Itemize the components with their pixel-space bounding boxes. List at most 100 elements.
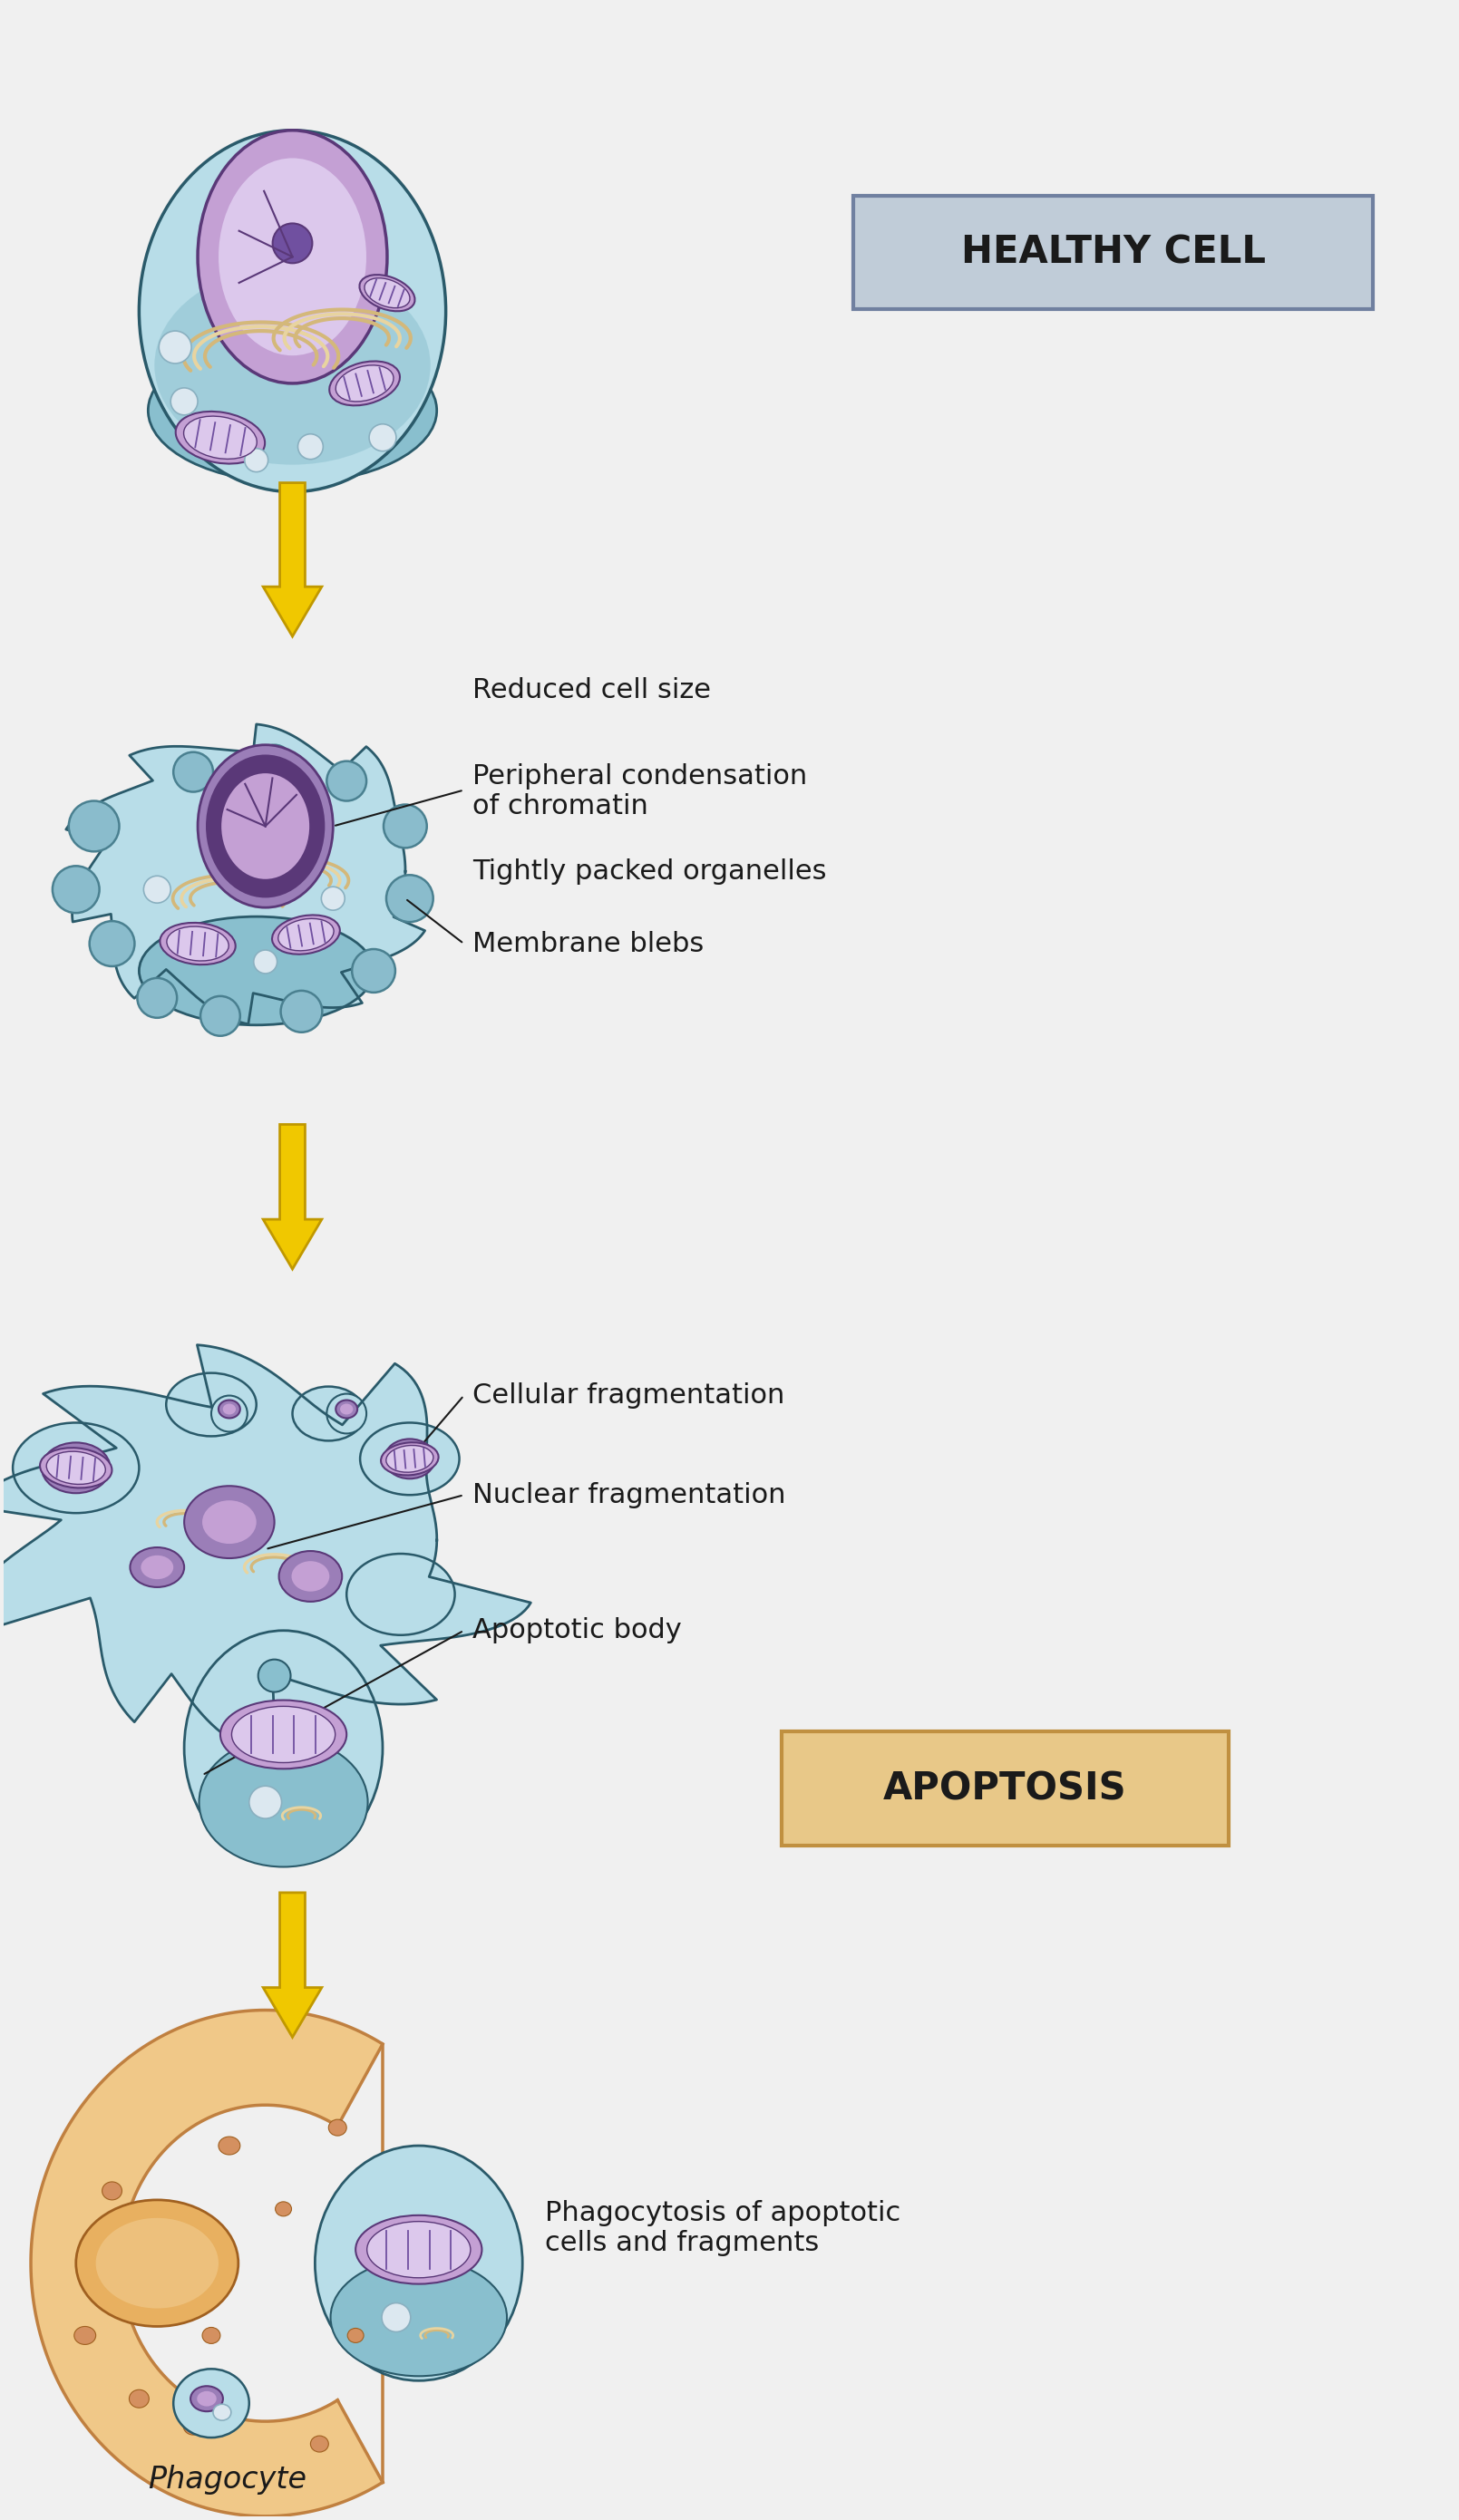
Ellipse shape xyxy=(231,2391,245,2407)
Ellipse shape xyxy=(222,774,309,879)
Text: Nuclear fragmentation: Nuclear fragmentation xyxy=(473,1482,786,1507)
Ellipse shape xyxy=(321,887,344,910)
Ellipse shape xyxy=(279,920,334,950)
Ellipse shape xyxy=(249,1787,282,1819)
Ellipse shape xyxy=(258,1661,290,1691)
Ellipse shape xyxy=(198,746,333,907)
Ellipse shape xyxy=(276,2202,292,2215)
Ellipse shape xyxy=(280,990,322,1033)
Ellipse shape xyxy=(203,2328,220,2344)
Polygon shape xyxy=(31,2011,382,2517)
Ellipse shape xyxy=(212,1396,248,1431)
Text: Apoptotic body: Apoptotic body xyxy=(473,1618,683,1643)
Ellipse shape xyxy=(352,950,395,993)
Ellipse shape xyxy=(298,433,322,459)
Ellipse shape xyxy=(137,978,177,1018)
Text: Reduced cell size: Reduced cell size xyxy=(473,678,712,703)
Ellipse shape xyxy=(330,360,400,406)
Ellipse shape xyxy=(197,2391,216,2407)
Ellipse shape xyxy=(39,1449,112,1487)
Text: Peripheral condensation
of chromatin: Peripheral condensation of chromatin xyxy=(473,764,808,819)
Ellipse shape xyxy=(376,2235,398,2253)
Ellipse shape xyxy=(382,2303,410,2331)
Ellipse shape xyxy=(245,449,268,471)
FancyBboxPatch shape xyxy=(782,1731,1228,1845)
Ellipse shape xyxy=(394,1446,425,1472)
Text: Phagocytosis of apoptotic
cells and fragments: Phagocytosis of apoptotic cells and frag… xyxy=(546,2200,900,2255)
Ellipse shape xyxy=(257,746,292,781)
Ellipse shape xyxy=(328,2119,347,2137)
Ellipse shape xyxy=(69,801,120,852)
Ellipse shape xyxy=(53,867,99,912)
Ellipse shape xyxy=(279,1550,341,1603)
Ellipse shape xyxy=(47,1452,105,1484)
FancyArrow shape xyxy=(263,1124,322,1270)
Ellipse shape xyxy=(347,1555,455,1635)
Ellipse shape xyxy=(139,131,446,491)
Text: Membrane blebs: Membrane blebs xyxy=(473,930,705,958)
Polygon shape xyxy=(66,723,425,1023)
Text: Cellular fragmentation: Cellular fragmentation xyxy=(473,1383,785,1409)
Ellipse shape xyxy=(311,2437,328,2452)
Ellipse shape xyxy=(198,131,387,383)
Ellipse shape xyxy=(336,1401,357,1419)
Ellipse shape xyxy=(292,1386,365,1441)
Ellipse shape xyxy=(384,804,427,847)
Ellipse shape xyxy=(273,224,312,262)
Ellipse shape xyxy=(223,1404,236,1414)
Ellipse shape xyxy=(74,2326,96,2344)
Ellipse shape xyxy=(13,1424,139,1512)
Ellipse shape xyxy=(219,1401,241,1419)
Ellipse shape xyxy=(292,1560,330,1593)
Ellipse shape xyxy=(359,275,414,310)
Text: Tightly packed organelles: Tightly packed organelles xyxy=(473,859,827,885)
Ellipse shape xyxy=(184,416,257,459)
Ellipse shape xyxy=(356,2215,481,2283)
Ellipse shape xyxy=(160,922,235,965)
Ellipse shape xyxy=(368,2223,470,2278)
Ellipse shape xyxy=(336,365,394,401)
Ellipse shape xyxy=(315,2145,522,2381)
Ellipse shape xyxy=(203,1499,257,1545)
Ellipse shape xyxy=(89,922,134,965)
Text: APOPTOSIS: APOPTOSIS xyxy=(883,1769,1126,1807)
Ellipse shape xyxy=(327,1394,366,1434)
Ellipse shape xyxy=(171,388,198,416)
Ellipse shape xyxy=(232,1706,336,1761)
Ellipse shape xyxy=(347,2328,363,2344)
Ellipse shape xyxy=(206,753,325,897)
Ellipse shape xyxy=(381,1441,439,1474)
Ellipse shape xyxy=(387,1446,433,1472)
Ellipse shape xyxy=(159,330,191,363)
Ellipse shape xyxy=(76,2200,238,2326)
Ellipse shape xyxy=(102,2182,123,2200)
FancyArrow shape xyxy=(263,1893,322,2036)
Ellipse shape xyxy=(184,1487,274,1557)
Ellipse shape xyxy=(142,1555,174,1580)
Ellipse shape xyxy=(166,927,229,960)
Ellipse shape xyxy=(200,995,241,1036)
Ellipse shape xyxy=(96,2218,219,2308)
Ellipse shape xyxy=(166,1373,257,1436)
Ellipse shape xyxy=(42,1441,111,1494)
Ellipse shape xyxy=(340,1404,353,1414)
Ellipse shape xyxy=(130,1547,184,1588)
Ellipse shape xyxy=(184,1630,382,1865)
Ellipse shape xyxy=(369,423,397,451)
Ellipse shape xyxy=(139,917,374,1026)
Ellipse shape xyxy=(385,1439,435,1479)
FancyArrow shape xyxy=(263,484,322,638)
Ellipse shape xyxy=(155,267,430,464)
Ellipse shape xyxy=(55,1452,96,1484)
Ellipse shape xyxy=(219,2137,241,2155)
Ellipse shape xyxy=(271,915,340,955)
Ellipse shape xyxy=(254,950,277,973)
Ellipse shape xyxy=(365,277,410,307)
Ellipse shape xyxy=(331,2258,506,2376)
Ellipse shape xyxy=(198,1739,368,1867)
Ellipse shape xyxy=(220,1701,347,1769)
Ellipse shape xyxy=(174,2369,249,2437)
Polygon shape xyxy=(0,1346,531,1756)
Ellipse shape xyxy=(175,411,266,464)
Ellipse shape xyxy=(143,877,171,902)
